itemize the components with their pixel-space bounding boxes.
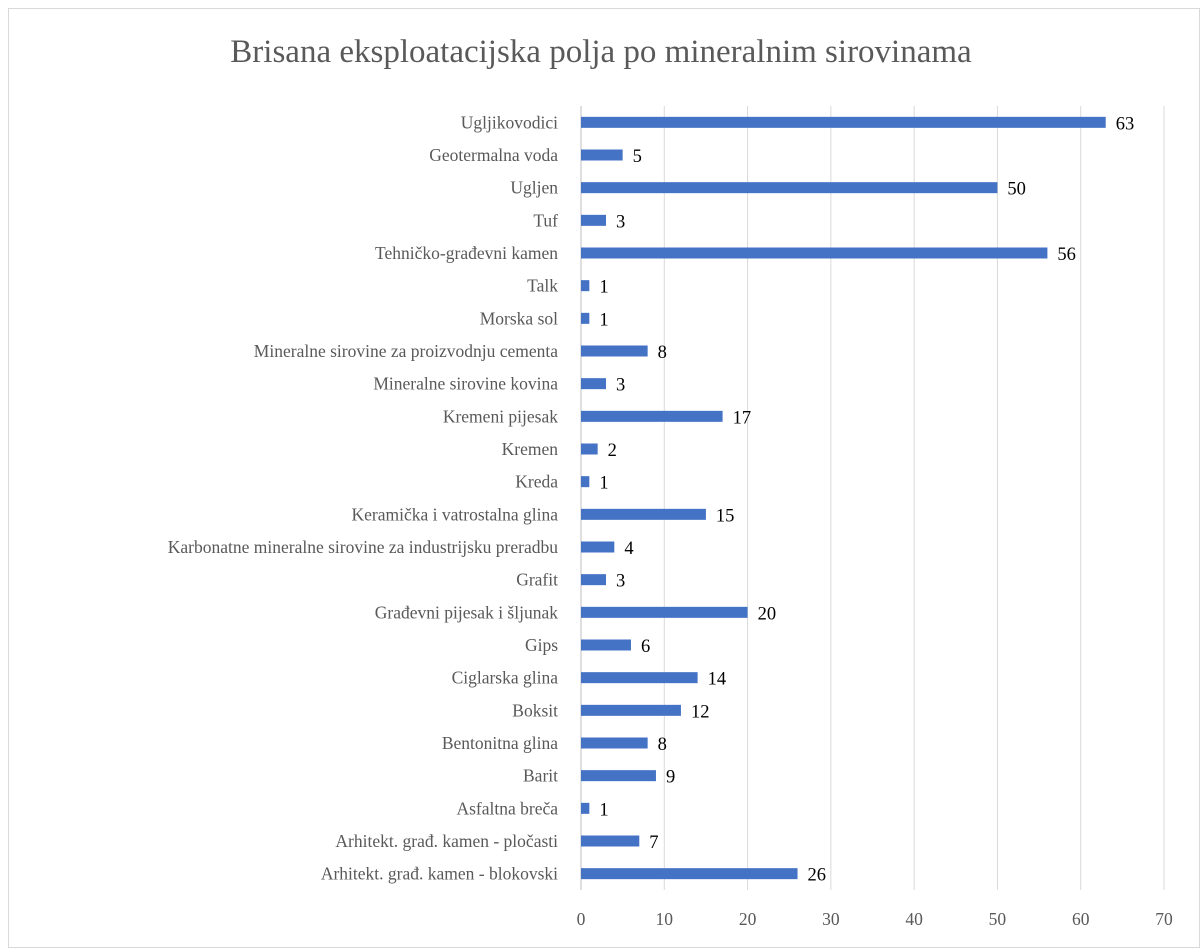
bar [581,704,681,716]
bar [581,672,698,684]
bar [581,345,648,357]
data-label: 63 [1116,114,1135,134]
bar [581,476,590,488]
category-label: Tehničko-građevni kamen [375,243,558,263]
x-axis-tick-labels: 0 10 20 30 40 50 60 70 [577,909,1173,929]
gridlines [663,106,1165,890]
x-tick-label: 30 [822,909,840,929]
bar [581,802,590,814]
category-label: Mineralne sirovine za proizvodnju cement… [254,341,558,361]
bar [581,574,606,586]
x-tick-label: 50 [989,909,1007,929]
category-label: Keramička i vatrostalna glina [351,504,558,524]
data-label: 6 [641,637,650,657]
data-label: 1 [599,474,608,494]
bar [581,835,640,847]
data-label: 1 [599,278,608,298]
data-label: 15 [716,506,735,526]
data-label: 1 [599,310,608,330]
data-label: 20 [758,604,777,624]
data-label: 8 [658,343,667,363]
category-label: Građevni pijesak i šljunak [375,602,558,622]
category-label: Boksit [512,700,558,720]
x-tick-label: 10 [656,909,674,929]
data-label: 3 [616,572,625,592]
bar [581,737,648,749]
category-label: Mineralne sirovine kovina [373,374,558,394]
x-tick-label: 20 [739,909,757,929]
bar [581,247,1048,259]
bar [581,149,623,161]
x-tick-label: 0 [577,909,586,929]
category-label: Ciglarska glina [452,668,559,688]
category-label: Ugljikovodici [461,112,558,132]
x-tick-label: 60 [1072,909,1090,929]
x-tick-label: 70 [1155,909,1173,929]
category-label: Barit [523,766,558,786]
data-label: 50 [1007,180,1026,200]
data-label: 26 [808,866,827,886]
bar [581,378,606,390]
category-label: Kremeni pijesak [443,406,558,426]
bar [581,508,706,520]
bar [581,182,998,194]
data-label: 12 [691,702,710,722]
category-label: Arhitekt. građ. kamen - pločasti [335,831,558,851]
category-label: Asfaltna breča [456,798,558,818]
category-label: Grafit [516,570,558,590]
category-label: Geotermalna voda [429,145,558,165]
data-label: 1 [599,800,608,820]
chart-frame [8,8,1200,948]
data-label: 9 [666,768,675,788]
category-label: Karbonatne mineralne sirovine za industr… [168,537,558,557]
category-label: Morska sol [480,308,558,328]
x-tick-label: 40 [905,909,923,929]
category-label: Arhitekt. građ. kamen - blokovski [321,864,558,884]
bar [581,214,606,226]
data-label: 8 [658,735,667,755]
category-labels: Ugljikovodici Geotermalna voda Ugljen Tuf Te… [168,112,558,883]
category-label: Talk [527,276,558,296]
bar [581,116,1106,128]
data-label: 7 [649,833,658,853]
bar [581,770,656,782]
data-label: 17 [733,408,752,428]
category-label: Ugljen [510,178,558,198]
data-label: 5 [633,147,642,167]
category-label: Bentonitna glina [442,733,558,753]
data-label: 4 [624,539,633,559]
bar [581,868,798,880]
bar [581,639,631,651]
data-label: 14 [708,670,727,690]
bars [581,116,1106,880]
data-label: 56 [1057,245,1076,265]
bar [581,280,590,292]
data-label: 3 [616,376,625,396]
bar [581,606,748,618]
data-label: 2 [608,441,617,461]
category-label: Gips [525,635,558,655]
bar [581,312,590,324]
category-label: Kreda [515,472,558,492]
bar [581,541,615,553]
bar [581,443,598,455]
category-label: Kremen [502,439,559,459]
bar [581,410,723,422]
data-label: 3 [616,212,625,232]
chart-title: Brisana eksploatacijska polja po mineral… [230,34,972,70]
category-label: Tuf [533,210,558,230]
